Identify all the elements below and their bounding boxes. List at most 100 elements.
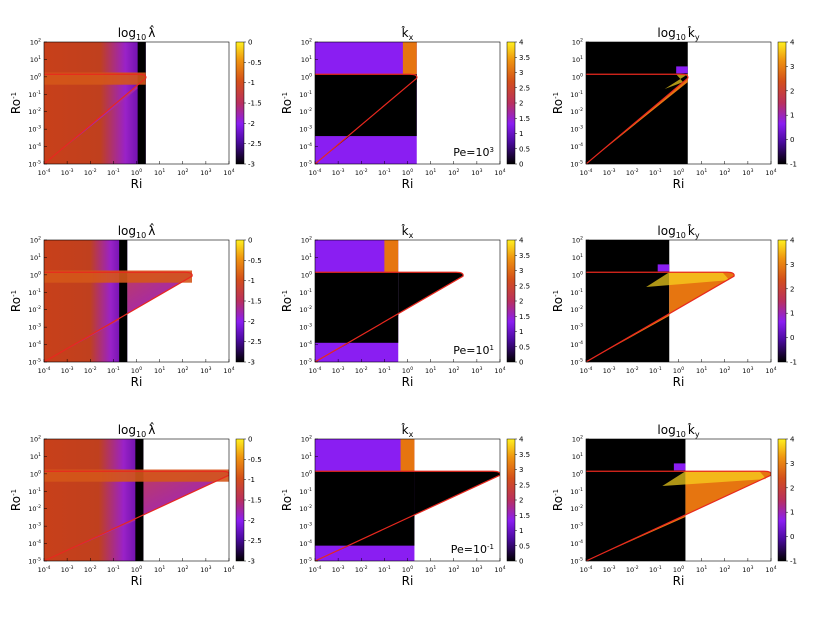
colorbar-tick-label: 1 xyxy=(790,310,794,318)
colorbar-tick-label: 2 xyxy=(790,87,794,95)
x-tick-label: 102 xyxy=(719,565,730,574)
y-tick-label: 102 xyxy=(301,38,312,47)
y-tick-label: 10-1 xyxy=(570,90,583,99)
x-axis-label: Ri xyxy=(131,375,143,389)
y-tick-label: 100 xyxy=(301,270,312,279)
x-tick-label: 103 xyxy=(471,565,482,574)
x-tick-label: 100 xyxy=(402,565,413,574)
colorbar-tick-label: 1 xyxy=(519,527,523,535)
y-tick-label: 10-2 xyxy=(570,305,583,314)
panel-r2-c2: 10-4 10-3 10-2 10-1 100 101 102 103 104102101100… xyxy=(551,423,797,588)
colorbar-tick-label: 0 xyxy=(790,136,794,144)
x-tick-label: 100 xyxy=(131,168,142,177)
y-tick-label: 102 xyxy=(572,38,583,47)
x-tick-label: 104 xyxy=(223,565,234,574)
x-tick-label: 10-1 xyxy=(378,366,391,375)
pe-annotation: Pe=101 xyxy=(453,344,494,357)
colorbar-tick-label: 0.5 xyxy=(519,145,530,153)
x-tick-label: 10-3 xyxy=(332,565,345,574)
y-tick-label: 10-1 xyxy=(28,288,41,297)
x-tick-label: 104 xyxy=(494,168,505,177)
x-tick-label: 102 xyxy=(448,366,459,375)
y-axis-label: Ro-1 xyxy=(9,92,23,114)
x-axis-label: Ri xyxy=(131,177,143,191)
colorbar-tick-label: -2.5 xyxy=(248,338,262,346)
y-tick-label: 10-4 xyxy=(570,142,583,151)
colorbar-tick-label: 1 xyxy=(790,509,794,517)
y-tick-label: 10-5 xyxy=(28,358,41,367)
y-tick-label: 10-2 xyxy=(28,504,41,513)
x-tick-label: 10-4 xyxy=(580,565,593,574)
x-tick-label: 102 xyxy=(177,565,188,574)
x-tick-label: 101 xyxy=(425,565,436,574)
x-tick-label: 104 xyxy=(494,565,505,574)
x-tick-label: 100 xyxy=(673,168,684,177)
heatmap-area xyxy=(586,439,771,561)
yellow-zone xyxy=(646,272,730,288)
colorbar: 0 -0.5 -1 -1.5 -2 -2.5 -3 xyxy=(235,39,262,169)
colorbar: 4 3 2 1 0 -1 xyxy=(777,39,797,169)
colorbar-tick-label: 3 xyxy=(519,69,523,77)
x-tick-label: 104 xyxy=(765,565,776,574)
x-tick-label: 104 xyxy=(765,366,776,375)
panel-title: k̂x xyxy=(401,224,413,240)
x-axis-label: Ri xyxy=(402,375,414,389)
x-tick-label: 10-3 xyxy=(61,168,74,177)
x-tick-label: 104 xyxy=(494,366,505,375)
x-tick-label: 10-1 xyxy=(107,366,120,375)
x-tick-label: 101 xyxy=(696,366,707,375)
panel-r0-c0: 10-4 10-3 10-2 10-1 100 101 102 103 104 102 101 100… xyxy=(9,24,262,191)
colorbar: 4 3.5 3 2.5 2 1.5 1 0.5 0 xyxy=(506,436,530,566)
y-tick-label: 100 xyxy=(30,469,41,478)
orange-strip xyxy=(400,439,415,472)
y-tick-label: 10-5 xyxy=(299,160,312,169)
stability-boundary xyxy=(586,470,771,561)
y-axis-label: Ro-1 xyxy=(280,489,294,511)
y-tick-label: 10-1 xyxy=(570,288,583,297)
colorbar-tick-label: 1 xyxy=(519,130,523,138)
x-tick-label: 103 xyxy=(200,366,211,375)
black-zone xyxy=(315,471,415,546)
colorbar-tick-label: -2.5 xyxy=(248,140,262,148)
y-axis-label: Ro-1 xyxy=(9,290,23,312)
colorbar-tick-label: 1.5 xyxy=(519,115,530,123)
colorbar-tick-label: 3 xyxy=(790,63,794,71)
x-tick-label: 103 xyxy=(742,168,753,177)
y-axis-label: Ro-1 xyxy=(9,489,23,511)
violet-patch xyxy=(673,463,686,471)
x-tick-label: 100 xyxy=(673,565,684,574)
colorbar-tick-label: -1 xyxy=(790,359,797,367)
y-tick-label: 10-3 xyxy=(28,522,41,531)
orange-strip xyxy=(402,42,417,75)
x-tick-label: 100 xyxy=(131,565,142,574)
y-tick-label: 10-2 xyxy=(299,504,312,513)
panel-r2-c0: 10-4 10-3 10-2 10-1 100 101 102 103 104 102 101 100… xyxy=(9,421,262,588)
panel-grid: 10-4 10-3 10-2 10-1 100 101 102 103 104102101100… xyxy=(9,24,797,588)
colorbar-tick-label: -2 xyxy=(248,120,255,128)
x-tick-label: 10-2 xyxy=(84,565,97,574)
y-tick-label: 10-3 xyxy=(299,323,312,332)
colorbar-gradient xyxy=(506,438,516,562)
colorbar-tick-label: 3 xyxy=(790,460,794,468)
colorbar-tick-label: 3.5 xyxy=(519,54,530,62)
colorbar-gradient xyxy=(235,239,245,363)
y-tick-label: 102 xyxy=(301,435,312,444)
y-tick-label: 101 xyxy=(30,452,41,461)
black-zone xyxy=(315,272,399,343)
y-tick-label: 10-5 xyxy=(28,557,41,566)
colorbar-tick-label: 3 xyxy=(790,261,794,269)
y-tick-label: 101 xyxy=(30,253,41,262)
unstable-wedge xyxy=(586,471,771,561)
colorbar-tick-label: 0 xyxy=(248,237,252,245)
panel-title: log10 k̂y xyxy=(657,26,699,42)
x-tick-label: 10-2 xyxy=(355,366,368,375)
y-tick-label: 101 xyxy=(301,452,312,461)
y-tick-label: 101 xyxy=(301,55,312,64)
yellow-zone xyxy=(662,471,767,487)
y-tick-label: 10-1 xyxy=(28,90,41,99)
x-axis-label: Ri xyxy=(673,375,685,389)
band-strip xyxy=(44,270,192,283)
colorbar-tick-label: 2.5 xyxy=(519,282,530,290)
x-tick-label: 101 xyxy=(696,168,707,177)
x-tick-label: 103 xyxy=(471,168,482,177)
